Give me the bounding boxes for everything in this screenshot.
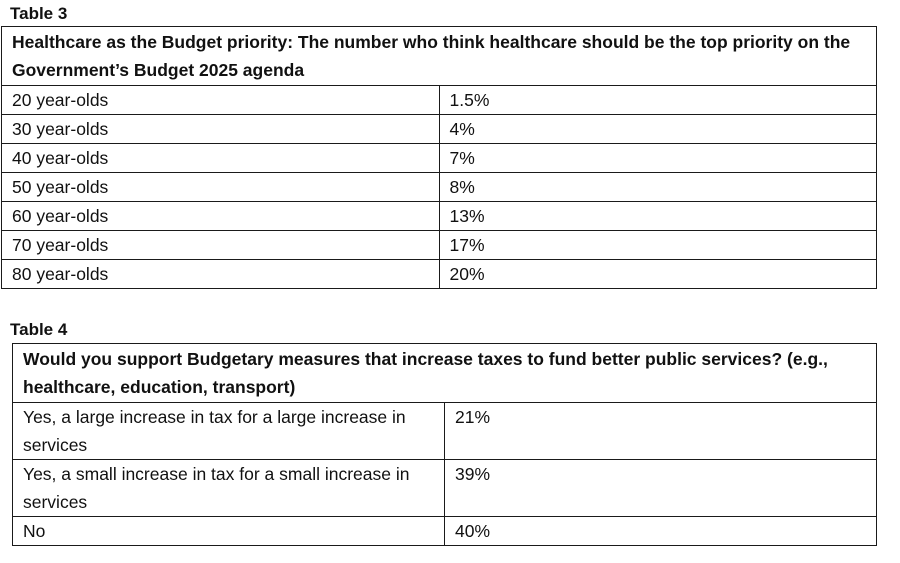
table-row: 70 year-olds 17%	[1, 230, 877, 260]
table-row: No 40%	[12, 516, 877, 546]
percentage-value: 20%	[438, 259, 877, 289]
table-3-caption: Table 3	[10, 4, 68, 23]
response-option-label: Yes, a large increase in tax for a large…	[12, 402, 445, 460]
percentage-value: 40%	[444, 516, 877, 546]
table-row: Yes, a small increase in tax for a small…	[12, 459, 877, 517]
age-group-label: 70 year-olds	[1, 230, 440, 260]
percentage-value: 39%	[444, 459, 877, 517]
table-4: Would you support Budgetary measures tha…	[12, 343, 877, 546]
percentage-value: 17%	[438, 230, 877, 260]
table-row: Yes, a large increase in tax for a large…	[12, 402, 877, 460]
percentage-value: 8%	[438, 172, 877, 202]
percentage-value: 1.5%	[438, 85, 877, 115]
response-option-label: Yes, a small increase in tax for a small…	[12, 459, 445, 517]
table-row: 60 year-olds 13%	[1, 201, 877, 231]
table-row: 80 year-olds 20%	[1, 259, 877, 289]
table-4-title: Would you support Budgetary measures tha…	[12, 343, 877, 403]
age-group-label: 40 year-olds	[1, 143, 440, 173]
age-group-label: 30 year-olds	[1, 114, 440, 144]
table-4-caption: Table 4	[10, 320, 68, 339]
response-option-label: No	[12, 516, 445, 546]
table-3-title: Healthcare as the Budget priority: The n…	[1, 26, 877, 86]
percentage-value: 4%	[438, 114, 877, 144]
percentage-value: 21%	[444, 402, 877, 460]
table-row: 30 year-olds 4%	[1, 114, 877, 144]
age-group-label: 80 year-olds	[1, 259, 440, 289]
table-row: 40 year-olds 7%	[1, 143, 877, 173]
percentage-value: 13%	[438, 201, 877, 231]
age-group-label: 60 year-olds	[1, 201, 440, 231]
table-3: Healthcare as the Budget priority: The n…	[1, 26, 877, 289]
table-row: 50 year-olds 8%	[1, 172, 877, 202]
age-group-label: 50 year-olds	[1, 172, 440, 202]
table-row: 20 year-olds 1.5%	[1, 85, 877, 115]
percentage-value: 7%	[438, 143, 877, 173]
age-group-label: 20 year-olds	[1, 85, 440, 115]
